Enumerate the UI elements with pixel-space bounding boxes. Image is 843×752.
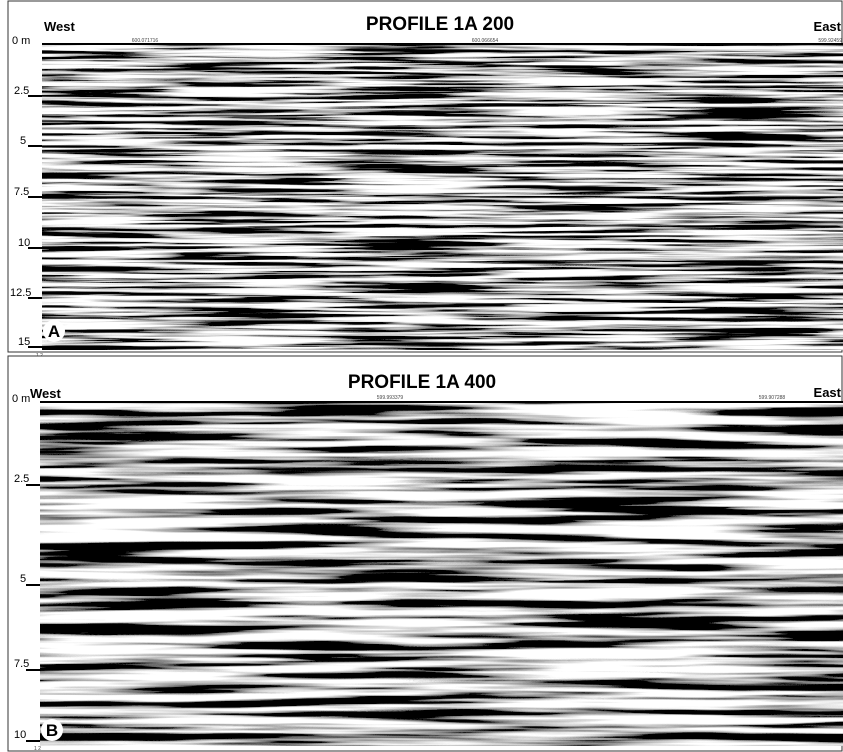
radargram [40, 402, 843, 746]
corner-mark: 1 2 [34, 746, 41, 752]
east-label: East [814, 19, 842, 34]
profile-title: PROFILE 1A 200 [366, 14, 514, 35]
panel-a: West PROFILE 1A 200 East 0 m 600.071716 … [8, 1, 843, 359]
radargram [42, 44, 843, 350]
depth-label: 2.5 [14, 85, 29, 97]
west-label: West [30, 386, 61, 401]
depth-label: 10 [14, 729, 26, 741]
trace-label: 600.071716 [132, 38, 159, 44]
panel-b: West PROFILE 1A 400 East 0 m 599.993379 … [8, 356, 843, 752]
east-label: East [814, 385, 842, 400]
depth-label: 5 [20, 573, 26, 585]
depth-label: 7.5 [14, 186, 29, 198]
figure: West PROFILE 1A 200 East 0 m 600.071716 … [0, 0, 843, 752]
trace-label: 599.907288 [759, 395, 786, 401]
trace-label: 600.066654 [472, 38, 499, 44]
depth-label: 7.5 [14, 658, 29, 670]
profile-title: PROFILE 1A 400 [348, 372, 496, 393]
panel-letter: A [48, 322, 60, 341]
depth-label: 2.5 [14, 473, 29, 485]
top-depth: 0 m [12, 393, 30, 405]
trace-label: 599.993379 [377, 395, 404, 401]
west-label: West [44, 19, 75, 34]
top-depth: 0 m [12, 35, 30, 47]
panel-letter: B [46, 721, 58, 740]
depth-label: 5 [20, 135, 26, 147]
trace-label: 599.92459 [818, 38, 842, 44]
